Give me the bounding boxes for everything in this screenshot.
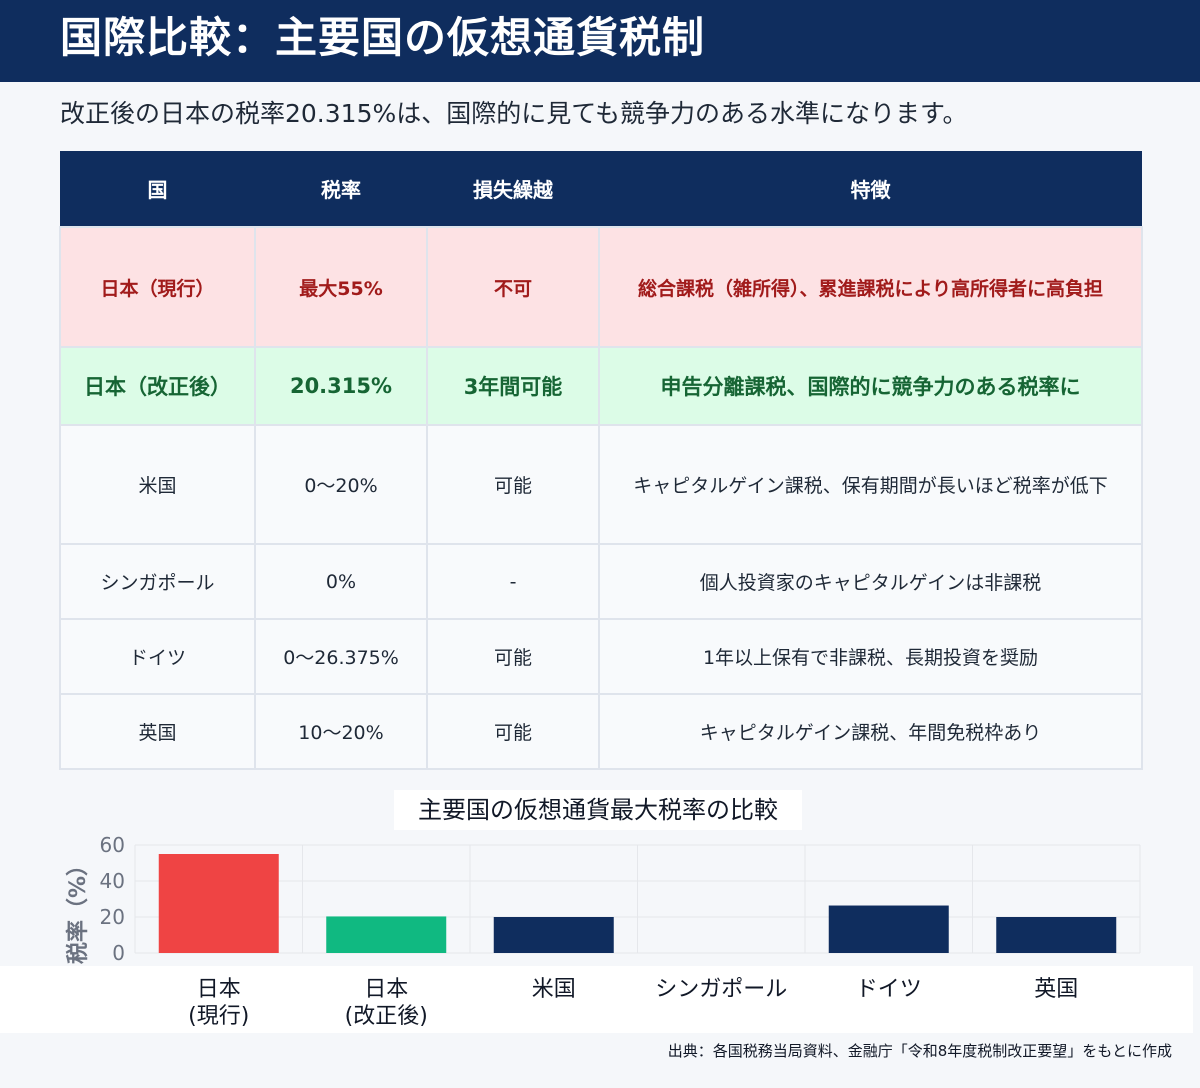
cell-country: 日本（現行） (59, 226, 256, 348)
x-tick-label: 米国 (531, 977, 576, 1002)
cell-tax-rate: 0〜20% (254, 424, 428, 545)
subtitle: 改正後の日本の税率20.315%は、国際的に見ても競争力のある水準になります。 (60, 99, 968, 128)
cell-features: 総合課税（雑所得）、累進課税により高所得者に高負担 (598, 226, 1143, 348)
cell-tax-rate: 最大55% (254, 226, 428, 348)
table-row: 日本（現行） 最大55% 不可 総合課税（雑所得）、累進課税により高所得者に高負… (59, 226, 1143, 348)
cell-features: キャピタルゲイン課税、年間免税枠あり (598, 693, 1143, 770)
cell-features: 1年以上保有で非課税、長期投資を奨励 (598, 618, 1143, 695)
cell-loss-carryforward: - (426, 543, 600, 620)
cell-loss-carryforward: 可能 (426, 618, 600, 695)
header-features: 特徴 (599, 151, 1142, 227)
table-row: 米国 0〜20% 可能 キャピタルゲイン課税、保有期間が長いほど税率が低下 (59, 424, 1143, 545)
comparison-table: 国 税率 損失繰越 特徴 日本（現行） 最大55% 不可 総合課税（雑所得）、累… (59, 151, 1143, 770)
chart-y-axis: 0 20 40 60 (100, 833, 125, 965)
cell-loss-carryforward: 可能 (426, 424, 600, 545)
cell-tax-rate: 20.315% (254, 346, 428, 426)
header-banner: 国際比較：主要国の仮想通貨税制 (0, 0, 1200, 82)
bar (828, 905, 949, 953)
cell-tax-rate: 0〜26.375% (254, 618, 428, 695)
page-title: 国際比較：主要国の仮想通貨税制 (60, 13, 706, 62)
header-country: 国 (60, 151, 255, 227)
bar (326, 916, 447, 953)
cell-features: キャピタルゲイン課税、保有期間が長いほど税率が低下 (598, 424, 1143, 545)
x-tick-label: 日本 (現行) (188, 977, 250, 1029)
cell-tax-rate: 10〜20% (254, 693, 428, 770)
chart-grid (134, 844, 1141, 954)
bar-chart: 0 20 40 60 税率（%） (65, 833, 1141, 965)
table-row: 英国 10〜20% 可能 キャピタルゲイン課税、年間免税枠あり (59, 693, 1143, 770)
y-tick-label: 60 (100, 833, 125, 857)
table-row: 日本（改正後） 20.315% 3年間可能 申告分離課税、国際的に競争力のある税… (59, 346, 1143, 426)
header-tax-rate: 税率 (255, 151, 427, 227)
cell-tax-rate: 0% (254, 543, 428, 620)
y-tick-label: 20 (100, 905, 125, 929)
cell-loss-carryforward: 可能 (426, 693, 600, 770)
y-tick-label: 40 (100, 869, 125, 893)
chart-x-axis: 日本 (現行) 日本 (改正後) 米国 シンガポール ドイツ 英国 (0, 966, 1193, 1033)
source-note: 出典：各国税務当局資料、金融庁「令和8年度税制改正要望」をもとに作成 (667, 1042, 1172, 1060)
table-header-row: 国 税率 損失繰越 特徴 (60, 151, 1142, 227)
table-row: シンガポール 0% - 個人投資家のキャピタルゲインは非課税 (59, 543, 1143, 620)
cell-country: 英国 (59, 693, 256, 770)
bar (158, 854, 279, 953)
cell-country: 日本（改正後） (59, 346, 256, 426)
cell-features: 申告分離課税、国際的に競争力のある税率に (598, 346, 1143, 426)
header-loss-carryforward: 損失繰越 (427, 151, 599, 227)
chart-title: 主要国の仮想通貨最大税率の比較 (394, 790, 802, 830)
chart-bars (158, 854, 1117, 953)
bar (996, 917, 1117, 953)
cell-country: シンガポール (59, 543, 256, 620)
cell-country: 米国 (59, 424, 256, 545)
y-tick-label: 0 (112, 941, 125, 965)
x-tick-label: 日本 (改正後) (344, 977, 428, 1029)
cell-loss-carryforward: 3年間可能 (426, 346, 600, 426)
cell-loss-carryforward: 不可 (426, 226, 600, 348)
cell-country: ドイツ (59, 618, 256, 695)
y-axis-label: 税率（%） (65, 854, 91, 964)
table-row: ドイツ 0〜26.375% 可能 1年以上保有で非課税、長期投資を奨励 (59, 618, 1143, 695)
x-tick-label: 英国 (1034, 977, 1079, 1002)
cell-features: 個人投資家のキャピタルゲインは非課税 (598, 543, 1143, 620)
x-tick-label: ドイツ (855, 977, 922, 1002)
x-tick-label: シンガポール (655, 977, 788, 1002)
bar (493, 917, 614, 953)
